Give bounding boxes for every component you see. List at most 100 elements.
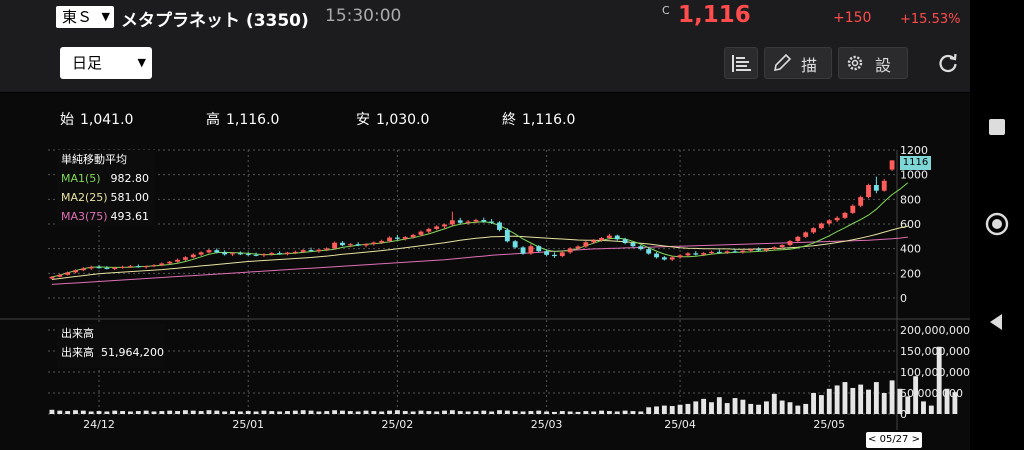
- ohlc-open: 始 1,041.0: [60, 112, 134, 128]
- ma-legend: 単純移動平均 MA1(5) 982.80 MA2(25) 581.00 MA3(75…: [57, 150, 155, 226]
- volume-tick-label: 150,000,000: [900, 345, 970, 358]
- settings-label: 設定: [875, 56, 904, 75]
- volume-legend: 出来高 出来高 51,964,200: [57, 324, 165, 368]
- volume-bar: [583, 411, 589, 414]
- volume-bar: [481, 410, 487, 414]
- candle-body: [340, 242, 345, 246]
- volume-bar: [332, 410, 338, 414]
- volume-bar: [520, 411, 526, 414]
- volume-bar: [748, 403, 754, 414]
- volume-bar: [449, 410, 455, 414]
- period-select[interactable]: 日足 ▼: [60, 47, 152, 79]
- volume-bar: [701, 398, 707, 414]
- volume-bar: [269, 411, 275, 414]
- candlestick-chart[interactable]: 020040060080010001200050,000,000100,000,…: [0, 0, 970, 450]
- indicator-button[interactable]: [724, 47, 758, 79]
- volume-bar: [787, 402, 793, 414]
- gear-icon: [847, 55, 863, 71]
- market-select[interactable]: 東Ｓ ▼: [56, 6, 114, 28]
- candle-body: [716, 251, 722, 253]
- candle-body: [803, 232, 809, 237]
- app-window: 東Ｓ ▼ メタプラネット (3350) 15:30:00 C 1,116 +15…: [0, 0, 970, 450]
- volume-bar: [630, 411, 636, 414]
- candle-body: [355, 244, 361, 246]
- chart-toolbar: 日足 ▼ 描画 設定: [0, 36, 970, 92]
- candle-body: [73, 270, 78, 273]
- volume-bar: [567, 411, 573, 414]
- volume-bar: [913, 376, 919, 414]
- volume-bar: [544, 411, 550, 414]
- candle-body: [599, 238, 604, 241]
- candle-body: [536, 246, 542, 252]
- volume-bar: [952, 392, 958, 414]
- volume-bar: [49, 409, 55, 414]
- ma1-line: [51, 182, 909, 278]
- volume-bar: [552, 411, 557, 414]
- quote-time: 15:30:00: [325, 6, 402, 26]
- volume-bar: [277, 411, 283, 414]
- candle-body: [292, 251, 298, 253]
- volume-bar: [512, 411, 518, 414]
- candle-body: [379, 241, 385, 243]
- candle-body: [308, 250, 314, 252]
- volume-bar: [497, 410, 502, 414]
- volume-bar: [363, 410, 369, 414]
- candle-body: [151, 265, 157, 267]
- price-tick-label: 400: [900, 243, 921, 256]
- settings-button[interactable]: 設定: [838, 47, 908, 79]
- volume-bar: [387, 410, 392, 414]
- volume-bar: [104, 411, 110, 414]
- volume-bar: [465, 411, 471, 414]
- android-nav-bar: [970, 0, 1024, 450]
- candle-body: [426, 228, 432, 232]
- volume-bar: [842, 382, 848, 414]
- volume-legend-title: 出来高: [61, 327, 94, 340]
- draw-label: 描画: [801, 56, 830, 75]
- volume-bar: [261, 410, 267, 414]
- ma3-line: [51, 236, 908, 285]
- home-icon[interactable]: [985, 212, 1009, 236]
- price-change: +150: [833, 10, 872, 26]
- volume-bar: [57, 410, 63, 414]
- candle-body: [347, 244, 353, 246]
- volume-bar: [928, 405, 934, 414]
- volume-bar: [175, 411, 180, 414]
- market-label: 東Ｓ: [62, 8, 93, 26]
- date-tick-label: 25/02: [382, 418, 414, 431]
- candle-body: [826, 220, 832, 224]
- volume-bar: [473, 411, 479, 414]
- volume-bar: [410, 411, 416, 414]
- candle-body: [552, 254, 557, 257]
- candle-body: [858, 197, 864, 206]
- volume-bar: [661, 405, 667, 414]
- candle-body: [818, 223, 824, 229]
- volume-bar: [921, 401, 926, 414]
- candle-body: [889, 160, 895, 170]
- candle-body: [135, 266, 141, 268]
- candle-body: [300, 250, 306, 252]
- candle-body: [677, 255, 683, 258]
- back-icon[interactable]: [985, 310, 1009, 334]
- draw-button[interactable]: 描画: [764, 47, 832, 79]
- candle-body: [646, 249, 652, 254]
- recent-apps-icon[interactable]: [985, 115, 1009, 139]
- candle-body: [842, 212, 848, 218]
- price-tick-label: 1200: [900, 144, 928, 157]
- date-tick-label: 25/03: [531, 418, 563, 431]
- refresh-icon[interactable]: [936, 51, 960, 75]
- ma1-row: MA1(5) 982.80: [61, 172, 149, 185]
- selected-date-pill[interactable]: < 05/27 >: [866, 432, 922, 448]
- volume-bar: [677, 404, 683, 414]
- volume-bar: [73, 410, 78, 414]
- candle-body: [465, 221, 471, 223]
- volume-bar: [669, 406, 675, 414]
- candle-body: [402, 237, 408, 239]
- candle-body: [881, 180, 887, 191]
- candle-body: [182, 257, 188, 260]
- candle-body: [128, 266, 133, 268]
- volume-bar: [253, 411, 259, 414]
- ma-legend-title: 単純移動平均: [61, 153, 127, 166]
- candle-body: [504, 229, 510, 242]
- chart-area: 始 1,041.0 高 1,116.0 安 1,030.0 終 1,116.0: [0, 93, 970, 450]
- candle-body: [206, 250, 212, 253]
